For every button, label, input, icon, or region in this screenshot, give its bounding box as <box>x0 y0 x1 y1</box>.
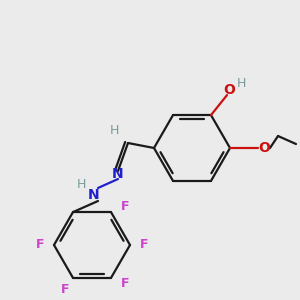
Text: F: F <box>36 238 44 251</box>
Text: H: H <box>236 76 246 90</box>
Text: N: N <box>88 188 100 202</box>
Text: O: O <box>223 83 235 97</box>
Text: H: H <box>109 124 119 137</box>
Text: N: N <box>112 167 124 181</box>
Text: F: F <box>140 238 148 251</box>
Text: F: F <box>61 284 69 296</box>
Text: F: F <box>121 200 129 213</box>
Text: O: O <box>258 141 270 155</box>
Text: F: F <box>121 278 129 290</box>
Text: H: H <box>76 178 86 191</box>
